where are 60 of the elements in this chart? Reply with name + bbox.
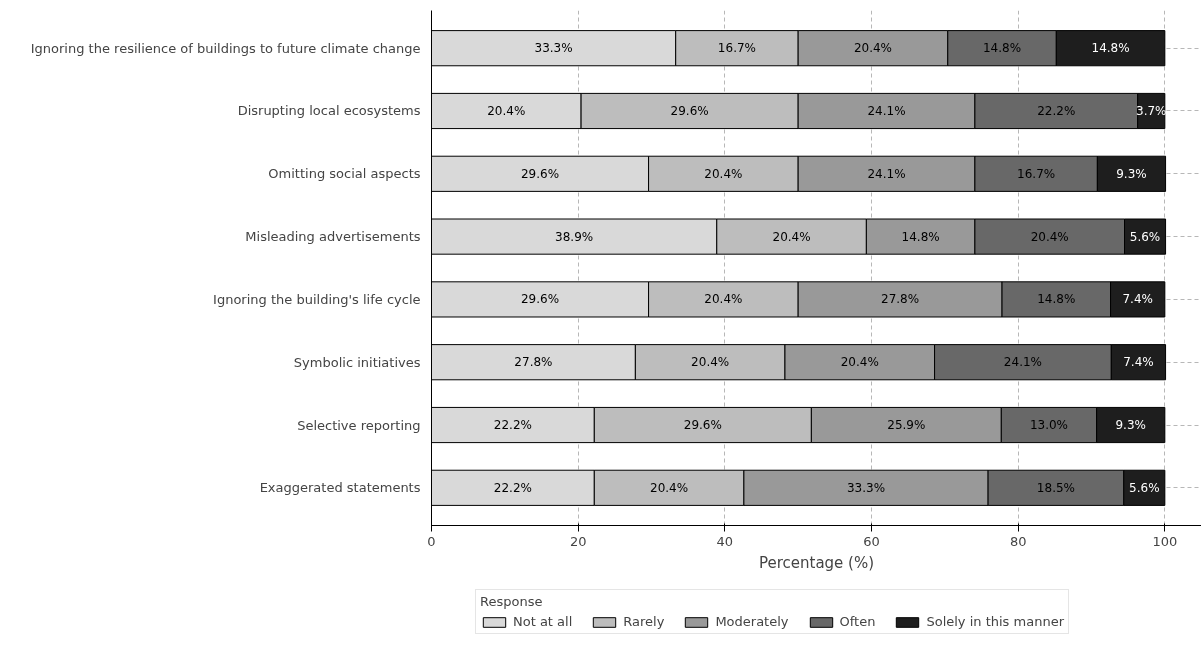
data-label: 22.2% [493, 480, 532, 495]
data-label: 20.4% [487, 103, 526, 118]
y-tick-label: Symbolic initiatives [293, 354, 421, 370]
data-label: 24.1% [1003, 355, 1042, 370]
data-label: 20.4% [840, 355, 879, 370]
x-tick-label: 80 [1009, 533, 1027, 549]
x-tick-label: 0 [427, 533, 436, 549]
y-tick-label: Omitting social aspects [268, 166, 421, 182]
legend-label: Often [839, 614, 876, 629]
data-label: 29.6% [683, 418, 722, 433]
data-label: 7.4% [1122, 292, 1153, 307]
y-tick-label: Ignoring the building's life cycle [213, 291, 421, 307]
y-tick-label: Exaggerated statements [259, 480, 421, 496]
data-label: 22.2% [1037, 103, 1076, 118]
data-label: 14.8% [901, 229, 940, 244]
legend-title: Response [480, 594, 544, 609]
data-label: 20.4% [704, 292, 743, 307]
data-label: 7.4% [1123, 355, 1154, 370]
data-label: 14.8% [1091, 41, 1130, 56]
y-tick-label: Selective reporting [297, 417, 421, 433]
data-label: 5.6% [1129, 229, 1161, 244]
data-label: 9.3% [1116, 166, 1147, 181]
data-label: 24.1% [867, 103, 906, 118]
data-label: 22.2% [493, 418, 532, 433]
data-label: 18.5% [1036, 480, 1075, 495]
x-tick-label: 100 [1152, 533, 1178, 549]
y-tick-label: Ignoring the resilience of buildings to future climate change [30, 40, 421, 56]
legend-label: Not at all [513, 614, 573, 629]
data-label: 14.8% [982, 41, 1022, 56]
data-label: 20.4% [853, 41, 893, 56]
data-label: 33.3% [846, 480, 886, 495]
data-label: 20.4% [772, 229, 811, 244]
legend-label: Moderately [715, 614, 789, 629]
legend-label: Rarely [623, 614, 665, 629]
data-label: 27.8% [514, 355, 553, 370]
y-tick-label: Misleading advertisements [245, 229, 421, 245]
data-label: 25.9% [887, 418, 926, 433]
data-label: 27.8% [881, 292, 920, 307]
x-tick-label: 20 [569, 533, 587, 549]
data-label: 29.6% [670, 103, 709, 118]
data-label: 20.4% [704, 166, 743, 181]
data-label: 16.7% [717, 41, 756, 56]
data-label: 13.0% [1029, 418, 1069, 433]
x-axis-title: Percentage (%) [758, 553, 875, 572]
data-label: 20.4% [650, 480, 689, 495]
data-label: 29.6% [520, 166, 560, 181]
data-label: 29.6% [520, 292, 560, 307]
data-label: 9.3% [1115, 418, 1146, 433]
y-tick-label: Disrupting local ecosystems [237, 103, 421, 119]
data-label: 20.4% [1030, 229, 1069, 244]
x-tick-label: 40 [716, 533, 734, 549]
data-label: 16.7% [1017, 166, 1056, 181]
data-label: 20.4% [691, 355, 730, 370]
data-label: 24.1% [867, 166, 906, 181]
data-label: 14.8% [1037, 292, 1076, 307]
x-tick-label: 60 [863, 533, 880, 549]
data-label: 5.6% [1129, 480, 1160, 495]
legend-label: Solely in this manner [926, 614, 1064, 629]
data-label: 33.3% [534, 41, 573, 56]
data-label: 38.9% [555, 229, 594, 244]
